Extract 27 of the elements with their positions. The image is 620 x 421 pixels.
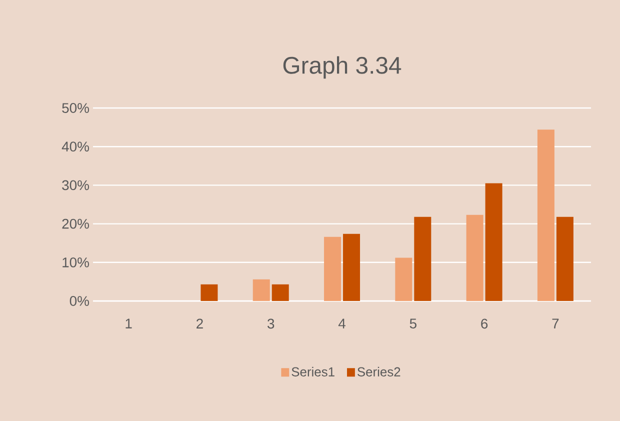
- x-tick-label: 6: [481, 318, 488, 329]
- x-tick-label: 5: [410, 318, 416, 328]
- x-tick-label: 2: [196, 318, 203, 328]
- y-tick-label: 50%: [62, 103, 89, 113]
- bar: [272, 284, 289, 301]
- bar: [537, 130, 554, 301]
- x-tick-label: 7: [552, 318, 559, 328]
- bar: [556, 216, 574, 301]
- bar: [200, 284, 218, 301]
- y-tick-label: 20%: [62, 218, 89, 229]
- legend-label: Series1: [292, 366, 334, 376]
- x-tick-label: 4: [338, 318, 346, 328]
- chart-title: Graph 3.34: [283, 56, 402, 79]
- bar: [343, 234, 360, 301]
- y-tick-label: 30%: [62, 180, 89, 190]
- bar: [414, 216, 432, 301]
- bar: [324, 236, 342, 301]
- bar: [252, 279, 270, 301]
- bar: [395, 258, 412, 301]
- y-tick-label: 40%: [62, 142, 89, 152]
- x-tick-label: 3: [268, 318, 274, 329]
- x-tick-label: 1: [126, 318, 132, 328]
- legend-label: Series2: [358, 366, 400, 376]
- bar: [485, 183, 502, 301]
- y-tick-label: 0%: [70, 296, 89, 306]
- bar: [466, 214, 484, 301]
- y-tick-label: 10%: [62, 257, 89, 268]
